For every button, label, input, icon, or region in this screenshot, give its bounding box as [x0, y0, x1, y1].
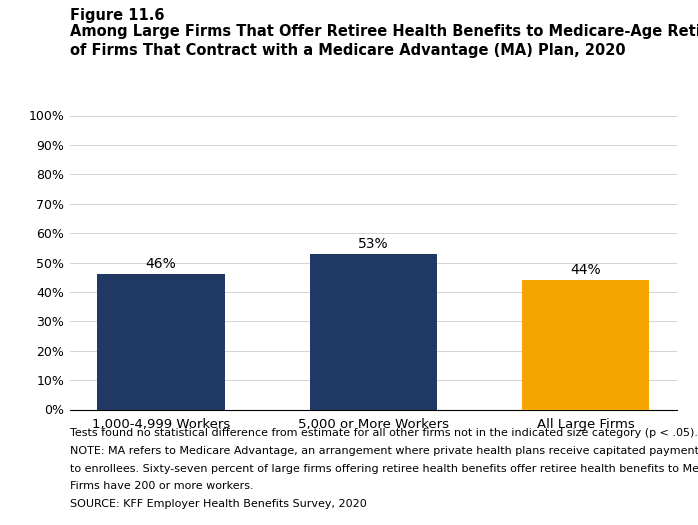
Text: Tests found no statistical difference from estimate for all other firms not in t: Tests found no statistical difference fr…: [70, 428, 698, 438]
Text: Figure 11.6: Figure 11.6: [70, 8, 164, 23]
Bar: [98, 274, 225, 410]
Text: Among Large Firms That Offer Retiree Health Benefits to Medicare-Age Retirees, P: Among Large Firms That Offer Retiree Hea…: [70, 24, 698, 39]
Text: to enrollees. Sixty-seven percent of large firms offering retiree health benefit: to enrollees. Sixty-seven percent of lar…: [70, 464, 698, 474]
Text: 53%: 53%: [358, 237, 389, 251]
Text: Firms have 200 or more workers.: Firms have 200 or more workers.: [70, 481, 253, 491]
Bar: [310, 254, 437, 410]
Text: 46%: 46%: [146, 257, 177, 271]
Text: NOTE: MA refers to Medicare Advantage, an arrangement where private health plans: NOTE: MA refers to Medicare Advantage, a…: [70, 446, 698, 456]
Text: SOURCE: KFF Employer Health Benefits Survey, 2020: SOURCE: KFF Employer Health Benefits Sur…: [70, 499, 366, 509]
Bar: [522, 280, 649, 410]
Text: of Firms That Contract with a Medicare Advantage (MA) Plan, 2020: of Firms That Contract with a Medicare A…: [70, 43, 625, 58]
Text: 44%: 44%: [570, 263, 601, 277]
